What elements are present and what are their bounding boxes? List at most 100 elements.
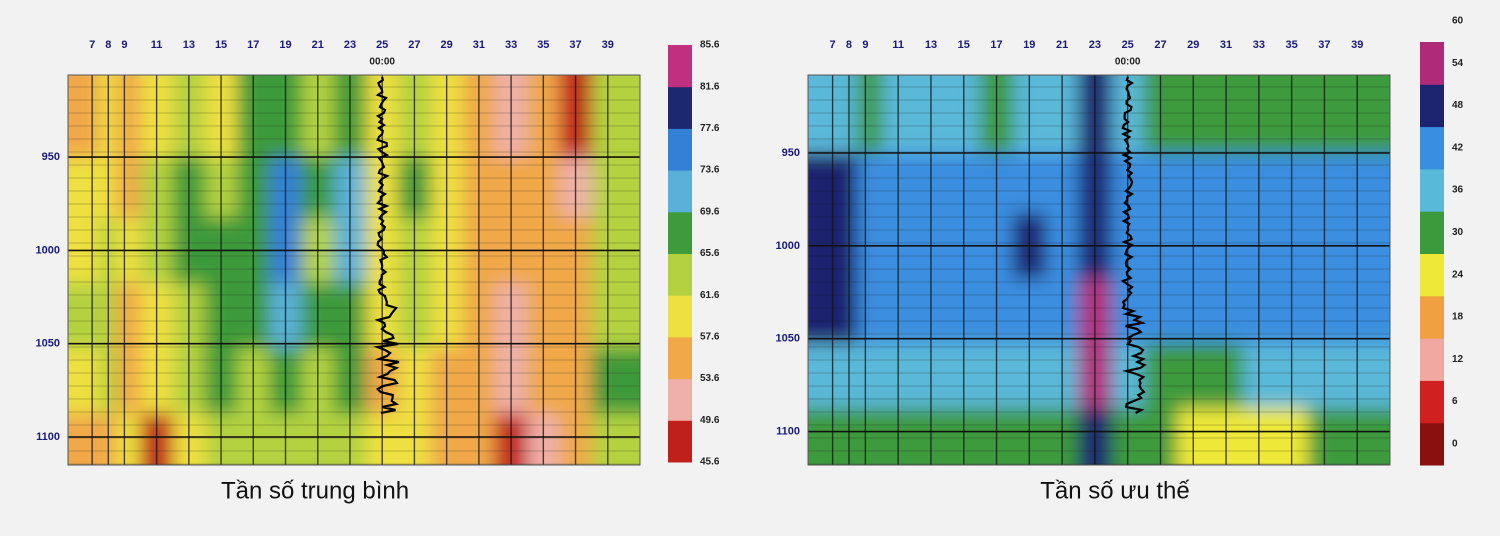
colorbar-swatch	[1420, 295, 1444, 339]
cell	[591, 75, 640, 158]
x-tick-label: 21	[1056, 39, 1068, 51]
y-tick-label: 950	[42, 151, 60, 163]
marker-label: 00:00	[369, 57, 395, 68]
cell	[68, 413, 101, 465]
x-tick-label: 19	[279, 39, 291, 51]
colorbar-label: 24	[1452, 269, 1464, 280]
colorbar-label: 0	[1452, 438, 1458, 449]
plot-frame	[67, 74, 641, 466]
field	[68, 75, 640, 465]
colorbar-swatch	[1420, 42, 1444, 85]
x-tick-label: 21	[312, 39, 324, 51]
marker-label: 00:00	[1115, 57, 1141, 68]
x-tick-label: 35	[1286, 39, 1298, 51]
plot-frame	[807, 74, 1391, 466]
x-tick-label: 27	[1154, 39, 1166, 51]
x-tick-label: 9	[862, 39, 868, 51]
cell	[116, 348, 142, 415]
x-tick-label: 37	[569, 39, 581, 51]
x-tick-label: 8	[105, 39, 111, 51]
y-tick-label: 1100	[776, 425, 800, 437]
x-tick-label: 23	[344, 39, 356, 51]
cell	[116, 283, 142, 349]
x-tick-label: 31	[1220, 39, 1232, 51]
colorbar-label: 48	[1452, 100, 1464, 111]
x-tick-label: 17	[247, 39, 259, 51]
colorbar-swatch	[668, 420, 692, 463]
x-tick-label: 35	[537, 39, 549, 51]
colorbar-label: 42	[1452, 142, 1464, 153]
cell	[68, 283, 101, 349]
colorbar-swatch	[1420, 253, 1444, 297]
x-tick-label: 11	[151, 39, 163, 51]
colorbar-label: 49.6	[700, 415, 720, 426]
cell	[857, 75, 883, 154]
colorbar-swatch	[668, 211, 692, 254]
colorbar-label: 54	[1452, 58, 1464, 69]
colorbar-label: 30	[1452, 227, 1464, 238]
colorbar-label: 73.6	[700, 165, 720, 176]
x-tick-label: 7	[89, 39, 95, 51]
colorbar-swatch	[1420, 126, 1444, 170]
cell	[116, 413, 142, 465]
cell	[1340, 75, 1390, 154]
colorbar-swatch	[1420, 84, 1444, 128]
colorbar-swatch	[668, 253, 692, 296]
x-tick-label: 31	[473, 39, 485, 51]
colorbar-swatch	[1420, 380, 1444, 424]
x-tick-label: 29	[1187, 39, 1199, 51]
colorbar-label: 12	[1452, 354, 1464, 365]
cell	[1340, 408, 1390, 465]
colorbar-swatch	[668, 45, 692, 88]
cell	[857, 408, 883, 465]
colorbar-label: 36	[1452, 185, 1464, 196]
x-tick-label: 13	[183, 39, 195, 51]
cell	[1340, 343, 1390, 409]
cell	[808, 408, 842, 465]
colorbar-label: 77.6	[700, 123, 720, 134]
y-tick-label: 1100	[36, 431, 60, 443]
colorbar-label: 57.6	[700, 332, 720, 343]
field	[808, 75, 1390, 465]
colorbar-label: 85.6	[700, 40, 720, 51]
x-tick-label: 8	[846, 39, 852, 51]
x-tick-label: 29	[441, 39, 453, 51]
x-tick-label: 15	[215, 39, 227, 51]
heatmap	[68, 75, 640, 465]
cell	[68, 75, 101, 158]
heatmap	[808, 75, 1390, 465]
x-tick-label: 13	[925, 39, 937, 51]
x-tick-label: 33	[1253, 39, 1265, 51]
x-tick-label: 17	[990, 39, 1002, 51]
colorbar-swatch	[668, 378, 692, 421]
cell	[591, 157, 640, 219]
cell	[857, 343, 883, 409]
colorbar-label: 61.6	[700, 290, 720, 301]
y-tick-label: 1050	[36, 338, 60, 350]
x-tick-label: 39	[602, 39, 614, 51]
x-tick-label: 25	[1122, 39, 1134, 51]
cell	[68, 157, 101, 219]
colorbar-label: 18	[1452, 312, 1464, 323]
y-tick-label: 1000	[36, 244, 60, 256]
x-tick-label: 33	[505, 39, 517, 51]
colorbar-swatch	[668, 128, 692, 171]
x-tick-label: 25	[376, 39, 388, 51]
y-tick-label: 1000	[776, 240, 800, 252]
x-tick-label: 11	[892, 39, 904, 51]
colorbar-label: 53.6	[700, 373, 720, 384]
cell	[808, 153, 842, 214]
x-tick-label: 27	[408, 39, 420, 51]
colorbar-swatch	[1420, 168, 1444, 212]
chart-title: Tần số trung bình	[221, 477, 409, 504]
x-tick-label: 7	[830, 39, 836, 51]
cell	[857, 153, 883, 214]
cell	[808, 278, 842, 344]
cell	[808, 343, 842, 409]
y-tick-label: 1050	[776, 333, 800, 345]
cell	[591, 348, 640, 415]
x-tick-label: 23	[1089, 39, 1101, 51]
y-tick-label: 950	[782, 147, 800, 159]
